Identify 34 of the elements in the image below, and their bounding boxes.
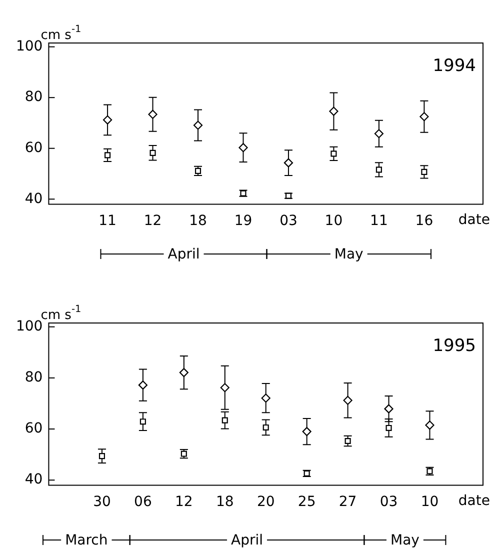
text: May: [390, 532, 420, 549]
text: April: [231, 532, 264, 549]
text: 1995: [432, 336, 476, 356]
y-tick-label: 40: [24, 472, 43, 488]
x-tick-label: 25: [298, 494, 316, 510]
x-tick-label: 11: [370, 213, 388, 230]
y-tick-label: 40: [24, 190, 43, 207]
text: March: [65, 532, 108, 549]
x-tick-label: 10: [420, 494, 439, 510]
text: May: [334, 246, 364, 263]
y-tick-label: 60: [24, 420, 43, 437]
text: 1994: [432, 56, 476, 76]
text: April: [168, 246, 200, 263]
x-tick-label: 10: [324, 213, 343, 230]
x-tick-label: 11: [98, 213, 116, 230]
y-tick-label: 80: [24, 89, 43, 106]
y-tick-label: 80: [24, 370, 43, 386]
x-tick-label: 03: [380, 494, 398, 510]
x-tick-label: 20: [256, 494, 275, 510]
y-tick-label: 100: [16, 38, 43, 54]
x-tick-label: 03: [280, 213, 298, 230]
y-tick-label: 60: [24, 140, 43, 156]
x-axis-title: date: [458, 492, 490, 509]
x-tick-label: 30: [93, 494, 111, 510]
x-tick-label: 06: [134, 494, 152, 510]
x-tick-label: 18: [216, 494, 234, 510]
x-tick-label: 19: [234, 213, 252, 230]
x-tick-label: 12: [144, 213, 162, 230]
x-tick-label: 12: [175, 494, 193, 510]
y-tick-label: 100: [16, 318, 43, 334]
x-tick-label: 27: [338, 494, 357, 510]
x-tick-label: 16: [415, 213, 434, 230]
x-tick-label: 18: [189, 213, 207, 230]
x-axis-title: date: [458, 212, 490, 228]
